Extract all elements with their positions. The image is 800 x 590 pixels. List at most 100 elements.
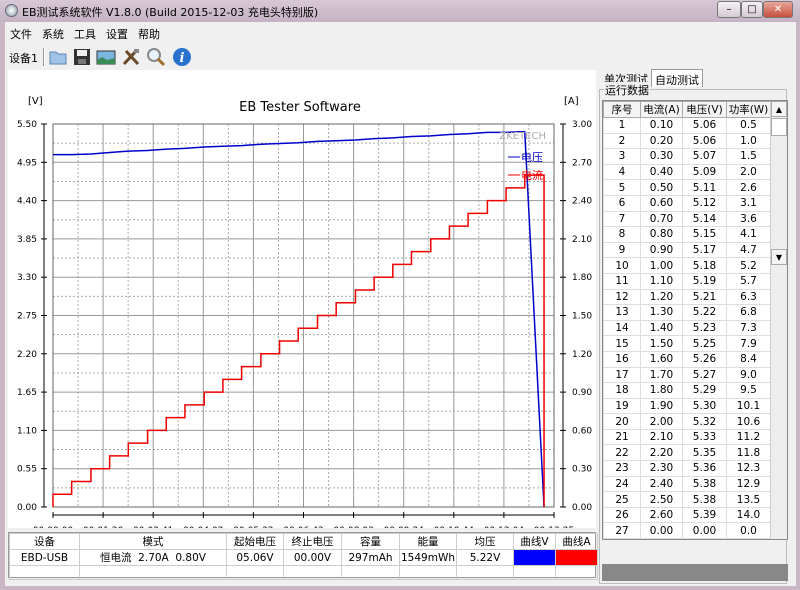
power-cell: 6.3 bbox=[726, 288, 771, 306]
index-cell: 26 bbox=[603, 506, 641, 524]
run-data-row[interactable]: 3 0.30 5.07 1.5 bbox=[603, 148, 771, 165]
tab-auto-test[interactable]: 自动测试 bbox=[651, 69, 703, 87]
menu-bar: 文件 系统 工具 设置 帮助 bbox=[5, 24, 796, 42]
run-data-row[interactable]: 8 0.80 5.15 4.1 bbox=[603, 226, 771, 243]
voltage-cell: 5.17 bbox=[682, 241, 727, 259]
current-cell: 2.50 bbox=[640, 491, 683, 508]
tools-icon[interactable] bbox=[121, 47, 141, 67]
index-cell: 24 bbox=[603, 475, 641, 493]
run-data-row[interactable]: 11 1.10 5.19 5.7 bbox=[603, 272, 771, 290]
y-right-tick-label: 1.80 bbox=[572, 273, 592, 283]
left-axis-unit: [V] bbox=[28, 96, 43, 107]
voltage-cell: 5.06 bbox=[682, 117, 727, 134]
run-data-row[interactable]: 24 2.40 5.38 12.9 bbox=[603, 475, 771, 493]
run-data-row[interactable]: 26 2.60 5.39 14.0 bbox=[603, 506, 771, 524]
current-cell: 0.50 bbox=[640, 179, 683, 196]
run-data-row[interactable]: 6 0.60 5.12 3.1 bbox=[603, 194, 771, 212]
run-data-row[interactable]: 19 1.90 5.30 10.1 bbox=[603, 397, 771, 415]
power-cell: 12.9 bbox=[726, 475, 771, 493]
run-data-header: 序号 电流(A) 电压(V) 功率(W) bbox=[603, 101, 771, 118]
save-icon[interactable] bbox=[72, 47, 92, 67]
run-data-row[interactable]: 22 2.20 5.35 11.8 bbox=[603, 444, 771, 462]
run-data-row[interactable]: 9 0.90 5.17 4.7 bbox=[603, 241, 771, 259]
x-tick-label: 00:08:03 bbox=[333, 526, 373, 528]
run-data-row[interactable]: 13 1.30 5.22 6.8 bbox=[603, 304, 771, 321]
header-energy: 能量 bbox=[399, 533, 457, 550]
header-mode: 模式 bbox=[79, 533, 227, 550]
index-cell: 20 bbox=[603, 413, 641, 430]
menu-tools[interactable]: 工具 bbox=[74, 28, 96, 41]
folder-open-icon[interactable] bbox=[48, 47, 68, 67]
y-right-tick-label: 0.00 bbox=[572, 503, 592, 513]
run-data-row[interactable]: 10 1.00 5.18 5.2 bbox=[603, 257, 771, 274]
index-cell: 5 bbox=[603, 179, 641, 196]
maximize-button[interactable]: □ bbox=[741, 1, 763, 18]
run-data-row[interactable]: 2 0.20 5.06 1.0 bbox=[603, 132, 771, 150]
index-cell: 19 bbox=[603, 397, 641, 415]
current-cell: 1.90 bbox=[640, 397, 683, 415]
y-right-tick-label: 2.70 bbox=[572, 158, 592, 168]
power-cell: 4.7 bbox=[726, 241, 771, 259]
voltage-cell: 5.35 bbox=[682, 444, 727, 462]
vertical-scrollbar[interactable]: ▲ ▼ bbox=[770, 101, 787, 539]
run-data-row[interactable]: 15 1.50 5.25 7.9 bbox=[603, 335, 771, 352]
scroll-down-arrow-icon[interactable]: ▼ bbox=[771, 249, 787, 265]
header-device: 设备 bbox=[9, 533, 80, 550]
x-tick-label: 00:00:00 bbox=[33, 526, 74, 528]
index-cell: 4 bbox=[603, 163, 641, 181]
x-tick-label: 00:05:22 bbox=[233, 526, 273, 528]
curve-v-color-swatch[interactable] bbox=[513, 549, 556, 566]
curve-a-color-swatch[interactable] bbox=[555, 549, 598, 566]
run-data-group: 运行数据 序号 电流(A) 电压(V) 功率(W) 1 0.10 5.06 0.5 2 0… bbox=[599, 82, 788, 584]
current-cell: 1.00 bbox=[640, 257, 683, 274]
y-left-tick-label: 1.65 bbox=[17, 388, 37, 398]
run-data-row[interactable]: 7 0.70 5.14 3.6 bbox=[603, 210, 771, 228]
run-data-row[interactable]: 18 1.80 5.29 9.5 bbox=[603, 382, 771, 399]
menu-system[interactable]: 系统 bbox=[42, 28, 64, 41]
menu-file[interactable]: 文件 bbox=[10, 28, 32, 41]
device-label: 设备1 bbox=[9, 52, 38, 65]
current-cell: 2.10 bbox=[640, 428, 683, 446]
title-bar: EB测试系统软件 V1.8.0 (Build 2015-12-03 充电头特别版… bbox=[0, 0, 800, 22]
y-left-tick-label: 2.20 bbox=[17, 350, 37, 360]
menu-help[interactable]: 帮助 bbox=[138, 28, 160, 41]
header-capacity: 容量 bbox=[341, 533, 400, 550]
mode-cell: 恒电流 2.70A 0.80V bbox=[79, 549, 227, 566]
run-data-row[interactable]: 20 2.00 5.32 10.6 bbox=[603, 413, 771, 430]
search-icon[interactable] bbox=[146, 47, 166, 67]
run-data-row[interactable]: 1 0.10 5.06 0.5 bbox=[603, 117, 771, 134]
scroll-up-arrow-icon[interactable]: ▲ bbox=[771, 101, 787, 117]
info-icon[interactable]: i bbox=[172, 47, 192, 67]
run-data-row[interactable]: 17 1.70 5.27 9.0 bbox=[603, 366, 771, 384]
run-data-row[interactable]: 12 1.20 5.21 6.3 bbox=[603, 288, 771, 306]
summary-row[interactable]: EBD-USB 恒电流 2.70A 0.80V 05.06V 00.00V 29… bbox=[9, 549, 598, 566]
voltage-line bbox=[53, 130, 545, 508]
run-data-row[interactable]: 16 1.60 5.26 8.4 bbox=[603, 350, 771, 368]
x-tick-label: 00:02:41 bbox=[133, 526, 173, 528]
x-tick-label: 00:13:25 bbox=[534, 526, 574, 528]
run-data-row[interactable]: 23 2.30 5.36 12.3 bbox=[603, 460, 771, 477]
voltage-current-chart: EB Tester Software [V] [A] 00:00:00 0.00 0… bbox=[17, 96, 592, 536]
index-cell: 17 bbox=[603, 366, 641, 384]
scroll-thumb[interactable] bbox=[771, 118, 787, 136]
x-tick-label: 00:04:02 bbox=[183, 526, 223, 528]
run-data-row[interactable]: 14 1.40 5.23 7.3 bbox=[603, 319, 771, 337]
capacity-cell: 297mAh bbox=[341, 549, 400, 566]
y-left-tick-label: 2.75 bbox=[17, 312, 37, 322]
menu-settings[interactable]: 设置 bbox=[106, 28, 128, 41]
run-data-row[interactable]: 4 0.40 5.09 2.0 bbox=[603, 163, 771, 181]
power-cell: 7.3 bbox=[726, 319, 771, 337]
current-cell: 0.90 bbox=[640, 241, 683, 259]
run-data-row[interactable]: 5 0.50 5.11 2.6 bbox=[603, 179, 771, 196]
voltage-cell: 5.21 bbox=[682, 288, 727, 306]
close-button[interactable]: ✕ bbox=[763, 1, 793, 18]
window-title: EB测试系统软件 V1.8.0 (Build 2015-12-03 充电头特别版… bbox=[22, 6, 319, 19]
y-right-tick-label: 0.60 bbox=[572, 426, 592, 436]
power-cell: 0.0 bbox=[726, 522, 771, 539]
minimize-button[interactable]: – bbox=[717, 1, 741, 18]
run-data-row[interactable]: 27 0.00 0.00 0.0 bbox=[603, 522, 771, 539]
image-icon[interactable] bbox=[96, 47, 116, 67]
run-data-row[interactable]: 21 2.10 5.33 11.2 bbox=[603, 428, 771, 446]
run-data-row[interactable]: 25 2.50 5.38 13.5 bbox=[603, 491, 771, 508]
horizontal-scrollbar[interactable] bbox=[602, 564, 788, 581]
